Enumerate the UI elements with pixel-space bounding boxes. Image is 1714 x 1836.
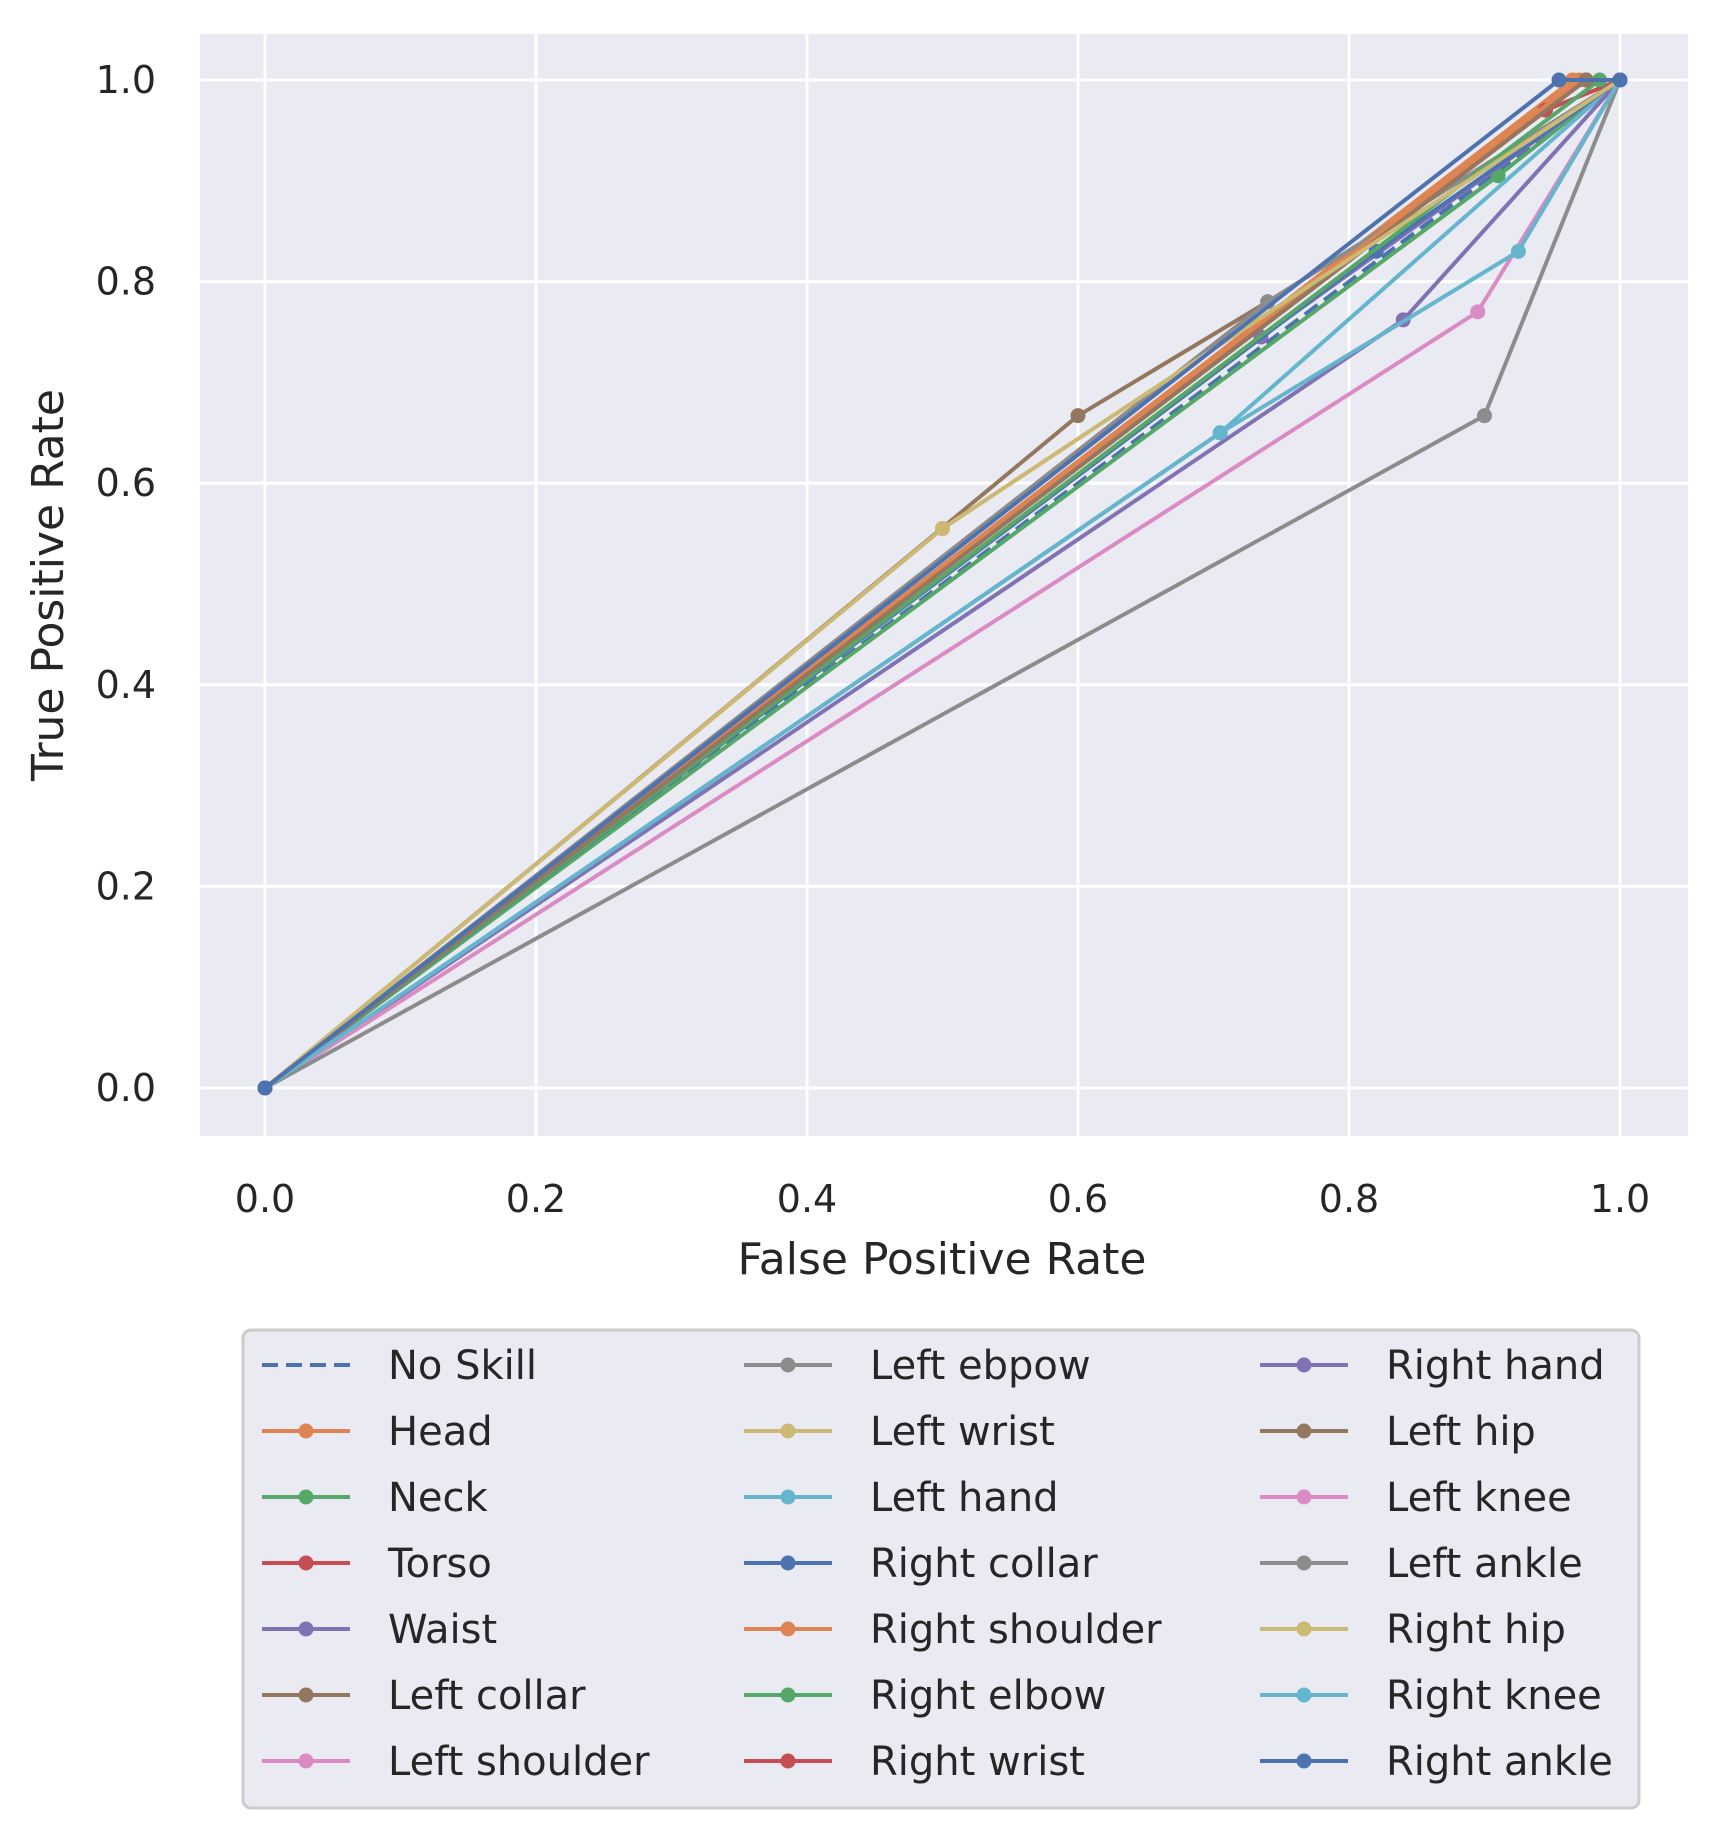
legend-marker <box>1296 1357 1312 1373</box>
legend-label: Head <box>388 1409 493 1455</box>
y-tick-label: 1.0 <box>96 58 156 102</box>
legend-label: Right ankle <box>1386 1739 1613 1785</box>
series-line <box>263 78 1622 1090</box>
legend-label: Right wrist <box>870 1739 1085 1785</box>
legend-marker <box>780 1687 796 1703</box>
legend-marker <box>780 1555 796 1571</box>
legend-marker <box>298 1753 314 1769</box>
legend-label: Left hip <box>1386 1409 1536 1455</box>
legend-marker <box>780 1489 796 1505</box>
series-point <box>1612 72 1628 88</box>
legend-marker <box>1296 1687 1312 1703</box>
y-axis-label: True Positive Rate <box>23 389 74 782</box>
legend-marker <box>1296 1489 1312 1505</box>
x-tick-label: 0.0 <box>235 1177 295 1221</box>
legend-marker <box>780 1423 796 1439</box>
y-tick-label: 0.2 <box>96 864 156 908</box>
legend-label: Neck <box>388 1475 489 1521</box>
legend-label: Right hand <box>1386 1343 1605 1389</box>
legend-label: Right hip <box>1386 1607 1566 1653</box>
legend-marker <box>780 1357 796 1373</box>
legend-label: Waist <box>388 1607 497 1653</box>
legend-label: Left knee <box>1386 1475 1572 1521</box>
x-axis-label: False Positive Rate <box>738 1234 1147 1285</box>
legend-label: Left shoulder <box>388 1739 650 1785</box>
series-point <box>257 1080 273 1096</box>
legend-label: Left ankle <box>1386 1541 1583 1587</box>
legend-frame <box>241 1328 1641 1810</box>
legend-label: Right collar <box>870 1541 1098 1587</box>
legend: No Skill Head Neck Torso Waist Left collar Lef… <box>241 1328 1641 1810</box>
y-tick-label: 0.0 <box>96 1066 156 1110</box>
series-point <box>1212 425 1228 441</box>
y-tick-label: 0.6 <box>96 461 156 505</box>
series-line <box>263 78 1622 1090</box>
legend-label: Right knee <box>1386 1673 1602 1719</box>
legend-label: Right shoulder <box>870 1607 1162 1653</box>
legend-marker <box>298 1621 314 1637</box>
x-tick-label: 1.0 <box>1590 1177 1650 1221</box>
legend-marker <box>298 1489 314 1505</box>
legend-marker <box>298 1423 314 1439</box>
x-tick-label: 0.6 <box>1048 1177 1108 1221</box>
legend-entries: No Skill Head Neck Torso Waist Left collar Lef… <box>262 1343 1613 1785</box>
x-tick-label: 0.2 <box>506 1177 566 1221</box>
legend-label: Left hand <box>870 1475 1059 1521</box>
y-tick-label: 0.4 <box>96 663 156 707</box>
series-point <box>1470 304 1486 320</box>
tick-labels: 0.0 0.2 0.4 0.6 0.8 1.0 0.0 0.2 0.4 0.6 0.8 1.0 <box>96 58 1651 1221</box>
legend-label: Torso <box>387 1541 492 1587</box>
legend-marker <box>1296 1555 1312 1571</box>
series-lines <box>257 72 1628 1096</box>
legend-label: Left wrist <box>870 1409 1055 1455</box>
legend-label: Left collar <box>388 1673 586 1719</box>
series-point <box>1477 408 1492 424</box>
legend-label: Left ebpow <box>870 1343 1091 1389</box>
legend-marker <box>780 1753 796 1769</box>
legend-marker <box>298 1687 314 1703</box>
legend-marker <box>1296 1423 1312 1439</box>
legend-label: Right elbow <box>870 1673 1106 1719</box>
legend-marker <box>1296 1621 1312 1637</box>
y-tick-label: 0.8 <box>96 260 156 304</box>
series-point <box>1510 243 1526 259</box>
legend-marker <box>298 1555 314 1571</box>
legend-label: No Skill <box>388 1343 537 1389</box>
x-tick-label: 0.4 <box>777 1177 837 1221</box>
series-point <box>1070 408 1086 424</box>
legend-marker <box>1296 1753 1312 1769</box>
x-tick-label: 0.8 <box>1319 1177 1379 1221</box>
series-point <box>935 521 950 537</box>
legend-marker <box>780 1621 796 1637</box>
series-point <box>1551 72 1567 88</box>
